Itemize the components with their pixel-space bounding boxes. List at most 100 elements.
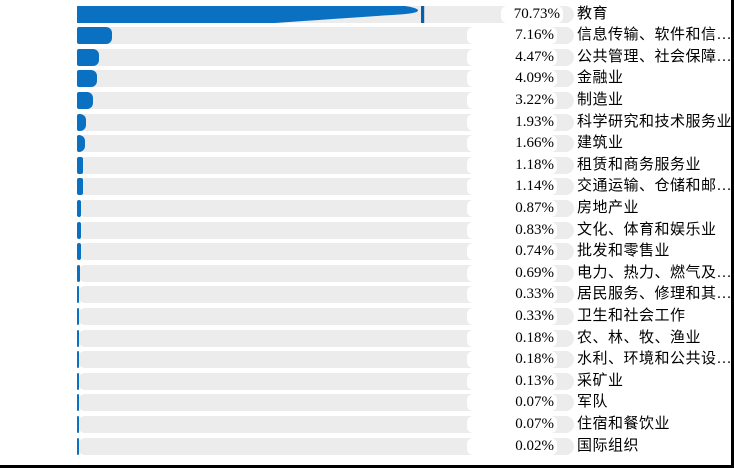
bar-row: 0.69% 电力、热力、燃气及… [77, 264, 731, 282]
value-label: 0.83% [515, 221, 554, 238]
value-label: 1.14% [515, 178, 554, 195]
value-chip: 70.73% [501, 5, 563, 23]
bar-fill [77, 264, 81, 282]
bar-track [77, 394, 574, 412]
value-label: 0.74% [515, 243, 554, 260]
bar-fill [77, 394, 79, 412]
bar-row: 0.87% 房地产业 [77, 199, 639, 217]
value-label: 1.93% [515, 113, 554, 130]
value-chip: 0.13% [467, 372, 557, 390]
bar-row: 1.18% 租赁和商务服务业 [77, 156, 701, 174]
bar-row: 70.73% 教育 [77, 5, 608, 23]
bar-track [77, 264, 574, 282]
category-label: 农、林、牧、渔业 [577, 329, 702, 346]
category-label: 批发和零售业 [577, 243, 671, 260]
bar-track [77, 27, 574, 45]
value-chip: 0.18% [467, 329, 557, 347]
tapered-bar [77, 5, 418, 23]
bar-fill [77, 135, 86, 153]
category-label: 国际组织 [577, 437, 640, 454]
value-label: 4.47% [515, 48, 554, 65]
value-chip: 0.83% [467, 221, 557, 239]
bar-fill [77, 437, 79, 455]
bar-fill [77, 91, 93, 109]
value-chip: 0.02% [467, 437, 557, 455]
category-label: 教育 [577, 5, 609, 22]
value-chip: 0.33% [467, 286, 557, 304]
value-label: 0.02% [515, 437, 554, 454]
lead-bar-shape [77, 5, 425, 23]
bar-track [77, 156, 574, 174]
bar-row: 1.14% 交通运输、仓储和邮… [77, 178, 731, 196]
bar-row: 0.07% 住宿和餐饮业 [77, 415, 670, 433]
bar-track [77, 307, 574, 325]
value-label: 0.18% [515, 329, 554, 346]
value-chip: 0.18% [467, 351, 557, 369]
value-label: 0.07% [515, 415, 554, 432]
category-label: 文化、体育和娱乐业 [577, 221, 717, 238]
category-label: 金融业 [577, 70, 624, 87]
value-chip: 0.07% [467, 394, 557, 412]
bar-track [77, 221, 574, 239]
bar-fill [77, 243, 81, 261]
value-label: 3.22% [515, 91, 554, 108]
value-label: 7.16% [515, 27, 554, 44]
bar-track [77, 372, 574, 390]
value-chip: 1.93% [467, 113, 557, 131]
value-label: 0.07% [515, 394, 554, 411]
bar-fill [77, 113, 87, 131]
category-label: 制造业 [577, 91, 624, 108]
bar-row: 3.22% 制造业 [77, 91, 623, 109]
bar-track [77, 437, 574, 455]
bar-track [77, 91, 574, 109]
value-label: 0.18% [515, 351, 554, 368]
bar-track [77, 243, 574, 261]
category-label: 科学研究和技术服务业 [577, 113, 733, 130]
value-chip: 7.16% [467, 27, 557, 45]
bar-row: 4.09% 金融业 [77, 70, 623, 88]
category-label: 采矿业 [577, 372, 624, 389]
value-chip: 0.87% [467, 199, 557, 217]
bar-fill [77, 178, 83, 196]
bar-row: 0.18% 水利、环境和公共设… [77, 351, 731, 369]
bar-track [77, 135, 574, 153]
value-chip: 4.09% [467, 70, 557, 88]
value-label: 0.69% [515, 264, 554, 281]
bar-track [77, 329, 574, 347]
bar-fill [77, 5, 425, 23]
value-label: 1.66% [515, 135, 554, 152]
value-label: 4.09% [515, 70, 554, 87]
category-label: 房地产业 [577, 199, 640, 216]
value-label: 0.87% [515, 199, 554, 216]
bar-row: 0.07% 军队 [77, 394, 608, 412]
bar-row: 1.93% 科学研究和技术服务业 [77, 113, 731, 131]
bar-fill [77, 48, 99, 66]
bar-track [77, 113, 574, 131]
value-chip: 0.33% [467, 307, 557, 325]
category-label: 交通运输、仓储和邮… [577, 178, 733, 195]
value-label: 1.18% [515, 156, 554, 173]
value-chip: 0.74% [467, 243, 557, 261]
bar-fill [77, 372, 79, 390]
bar-fill [77, 221, 82, 239]
bar-track [77, 199, 574, 217]
bar-row: 1.66% 建筑业 [77, 135, 623, 153]
bar-track [77, 70, 574, 88]
bar-fill [77, 415, 79, 433]
bar-fill [77, 329, 79, 347]
category-label: 水利、环境和公共设… [577, 351, 733, 368]
category-label: 居民服务、修理和其… [577, 286, 733, 303]
value-label: 70.73% [513, 5, 560, 22]
bar-row: 0.33% 居民服务、修理和其… [77, 286, 731, 304]
bar-fill [77, 199, 82, 217]
bar-row: 0.13% 采矿业 [77, 372, 623, 390]
value-chip: 0.07% [467, 415, 557, 433]
category-label: 电力、热力、燃气及… [577, 264, 733, 281]
bar-row: 0.02% 国际组织 [77, 437, 639, 455]
value-label: 0.13% [515, 372, 554, 389]
category-label: 卫生和社会工作 [577, 307, 686, 324]
bar-fill [77, 70, 98, 88]
value-label: 0.33% [515, 286, 554, 303]
value-chip: 3.22% [467, 91, 557, 109]
